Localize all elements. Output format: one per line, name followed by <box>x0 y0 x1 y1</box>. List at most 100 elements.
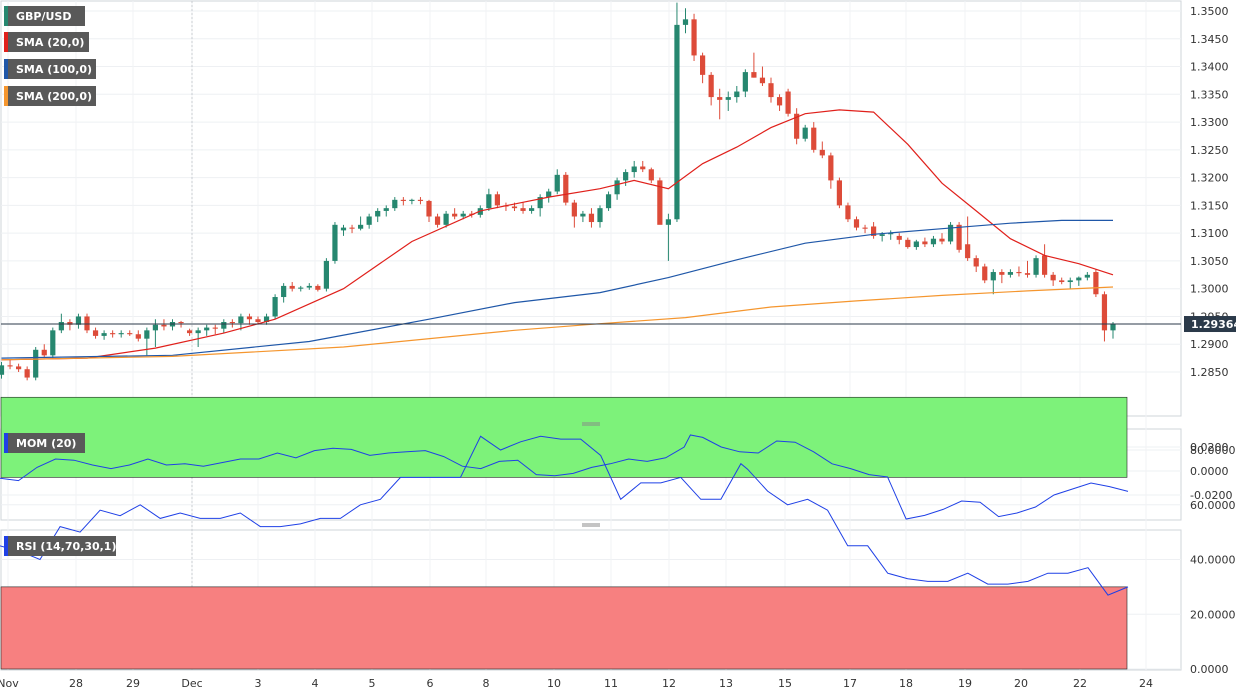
price-tick-label: 1.3150 <box>1190 199 1229 212</box>
candle-body <box>554 174 560 192</box>
legend-rsi[interactable]: RSI (14,70,30,1) <box>4 536 116 556</box>
candle-body <box>657 180 663 225</box>
candle-body <box>1050 274 1056 281</box>
legend-sma-200[interactable]: SMA (200,0) <box>4 86 96 106</box>
candle-body <box>204 327 210 331</box>
candle-body <box>571 202 577 217</box>
candle-body <box>597 208 603 223</box>
legend-mom[interactable]: MOM (20) <box>4 433 85 453</box>
legend-sma-100[interactable]: SMA (100,0) <box>4 59 96 79</box>
x-tick-label: 8 <box>483 677 490 690</box>
candle-body <box>16 366 22 370</box>
svg-text:1.29364: 1.29364 <box>1191 318 1241 331</box>
x-tick-label: 19 <box>958 677 972 690</box>
panel-splitter-handle[interactable] <box>582 422 600 426</box>
price-tick-label: 1.3300 <box>1190 116 1229 129</box>
candle-body <box>0 365 5 375</box>
candle-body <box>674 24 680 220</box>
candle-body <box>229 322 235 324</box>
x-tick-label: Dec <box>181 677 202 690</box>
candle-body <box>7 365 13 367</box>
candle-body <box>383 208 389 211</box>
candle-body <box>828 155 834 181</box>
candle-body <box>366 216 372 225</box>
candle-body <box>315 285 321 290</box>
rsi-tick-label: 40.0000 <box>1190 554 1236 567</box>
rsi-tick-label: 60.0000 <box>1190 499 1236 512</box>
candle-body <box>246 316 253 320</box>
mom-tick-label: -0.0200 <box>1190 489 1232 502</box>
candle-body <box>623 172 629 181</box>
candle-body <box>947 224 954 242</box>
candle-body <box>340 227 347 231</box>
candle-body <box>289 285 295 289</box>
candle-body <box>409 199 415 201</box>
candle-body <box>665 219 671 225</box>
x-tick-label: 17 <box>843 677 857 690</box>
x-tick-label: 22 <box>1073 677 1087 690</box>
candle-body <box>272 297 278 317</box>
candle-body <box>443 213 449 225</box>
x-tick-label: 10 <box>547 677 561 690</box>
candle-body <box>1076 277 1082 281</box>
svg-text:SMA (100,0): SMA (100,0) <box>16 63 92 76</box>
candle-body <box>751 72 757 78</box>
candle-body <box>1084 274 1090 278</box>
candle-body <box>58 322 64 331</box>
candle-body <box>742 72 748 92</box>
candle-body <box>187 330 193 334</box>
candle-body <box>41 349 47 356</box>
candle-body <box>1033 258 1039 275</box>
candle-body <box>605 194 612 209</box>
candle-body <box>323 260 329 289</box>
x-tick-label: 18 <box>899 677 913 690</box>
candle-body <box>717 97 723 100</box>
price-tick-label: 1.3350 <box>1190 88 1229 101</box>
candle-body <box>50 330 56 356</box>
candle-body <box>221 322 227 329</box>
candle-body <box>905 239 911 248</box>
candle-body <box>101 333 107 336</box>
candle-body <box>332 224 338 261</box>
candle-body <box>930 238 937 245</box>
candle-body <box>255 319 261 323</box>
candle-body <box>92 330 99 336</box>
x-tick-label: 12 <box>662 677 676 690</box>
candle-body <box>836 180 842 206</box>
sma-100-line <box>1 219 1113 359</box>
candle-body <box>75 316 82 325</box>
candle-body <box>434 216 441 225</box>
candle-body <box>298 287 304 289</box>
candle-body <box>520 208 526 211</box>
x-tick-label: 5 <box>369 677 376 690</box>
x-tick-label: 4 <box>312 677 319 690</box>
candle-body <box>452 213 458 217</box>
candle-body <box>879 234 885 236</box>
svg-text:SMA (20,0): SMA (20,0) <box>16 36 84 49</box>
candle-body <box>375 210 381 217</box>
candle-body <box>178 322 184 324</box>
candle-body <box>358 224 364 229</box>
price-tick-label: 1.3100 <box>1190 227 1229 240</box>
candle-body <box>238 316 244 324</box>
candle-body <box>862 227 868 229</box>
mom-line <box>0 434 1129 520</box>
current-price-badge: 1.29364 <box>1184 316 1241 333</box>
candle-body <box>426 200 432 217</box>
candle-body <box>888 233 894 235</box>
candle-body <box>460 213 466 217</box>
candle-body <box>982 266 988 281</box>
sma-20-line <box>1 109 1114 361</box>
candle-body <box>546 191 552 198</box>
candle-body <box>922 241 928 245</box>
x-tick-label: Nov <box>0 677 19 690</box>
legend-gbpusd[interactable]: GBP/USD <box>4 6 85 26</box>
candle-body <box>67 322 73 325</box>
candle-body <box>417 199 424 201</box>
legend-sma-20[interactable]: SMA (20,0) <box>4 32 89 52</box>
candle-body <box>263 316 270 323</box>
candle-body <box>700 55 706 75</box>
svg-text:RSI (14,70,30,1): RSI (14,70,30,1) <box>16 540 116 553</box>
panel-splitter-handle[interactable] <box>582 523 600 527</box>
